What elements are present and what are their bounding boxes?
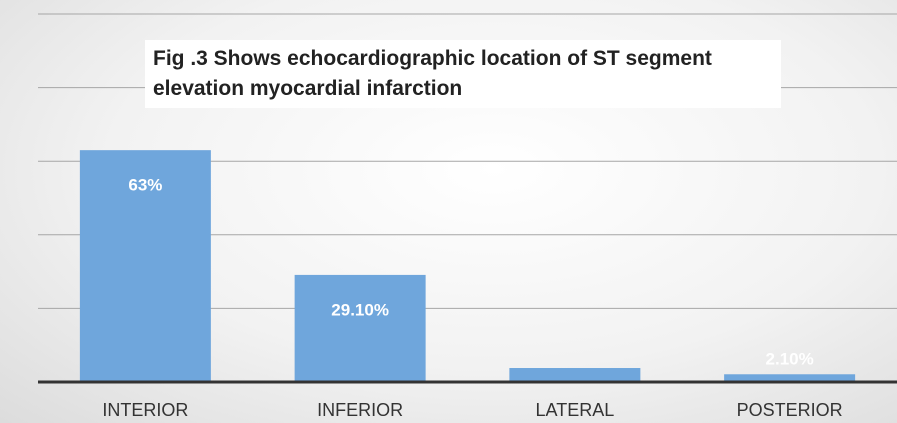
- chart-title: Fig .3 Shows echocardiographic location …: [145, 40, 781, 108]
- x-tick-label: INFERIOR: [317, 400, 403, 420]
- bar: [294, 274, 426, 382]
- bar: [509, 368, 641, 382]
- value-label: 63%: [128, 176, 162, 195]
- bar: [724, 374, 856, 382]
- x-tick-label: INTERIOR: [102, 400, 188, 420]
- value-label: 29.10%: [331, 300, 389, 319]
- x-tick-label: LATERAL: [536, 400, 615, 420]
- value-label: 2.10%: [766, 349, 814, 368]
- x-tick-label: POSTERIOR: [737, 400, 843, 420]
- bar: [79, 150, 211, 382]
